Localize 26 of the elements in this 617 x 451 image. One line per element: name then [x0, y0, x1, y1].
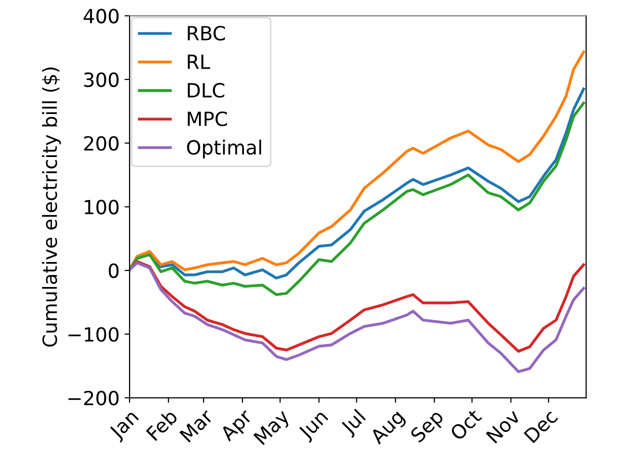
legend-label: RL	[188, 54, 210, 69]
y-tick-label: 300	[84, 72, 119, 88]
legend-label: Optimal	[187, 140, 262, 158]
x-tick-label: Jan	[108, 409, 142, 443]
line-series	[130, 50, 586, 272]
x-tick-label: Feb	[145, 408, 178, 442]
y-tick-label: 0	[108, 263, 119, 278]
y-tick-label: 100	[84, 200, 119, 214]
y-tick-label: 400	[84, 8, 119, 24]
legend-label: RBC	[188, 26, 225, 41]
x-tick-label: Jul	[339, 408, 369, 438]
line-series	[130, 261, 586, 374]
legend-label: DLC	[188, 82, 224, 98]
x-tick-label: Sep	[410, 408, 447, 446]
x-tick-label: Nov	[486, 408, 522, 444]
x-tick-label: Oct	[449, 408, 482, 442]
y-tick-label: −200	[68, 390, 119, 406]
x-tick-label: Mar	[179, 408, 214, 443]
line-series	[130, 260, 586, 353]
x-tick-label: Dec	[524, 408, 558, 444]
y-tick-label: 200	[84, 136, 119, 151]
x-tick-label: Apr	[219, 410, 253, 442]
y-axis-title: Cumulative electricity bill ($)	[42, 68, 61, 347]
y-tick-label: −100	[68, 327, 119, 342]
x-tick-label: Jun	[297, 409, 332, 443]
legend-label: MPC	[188, 111, 227, 126]
